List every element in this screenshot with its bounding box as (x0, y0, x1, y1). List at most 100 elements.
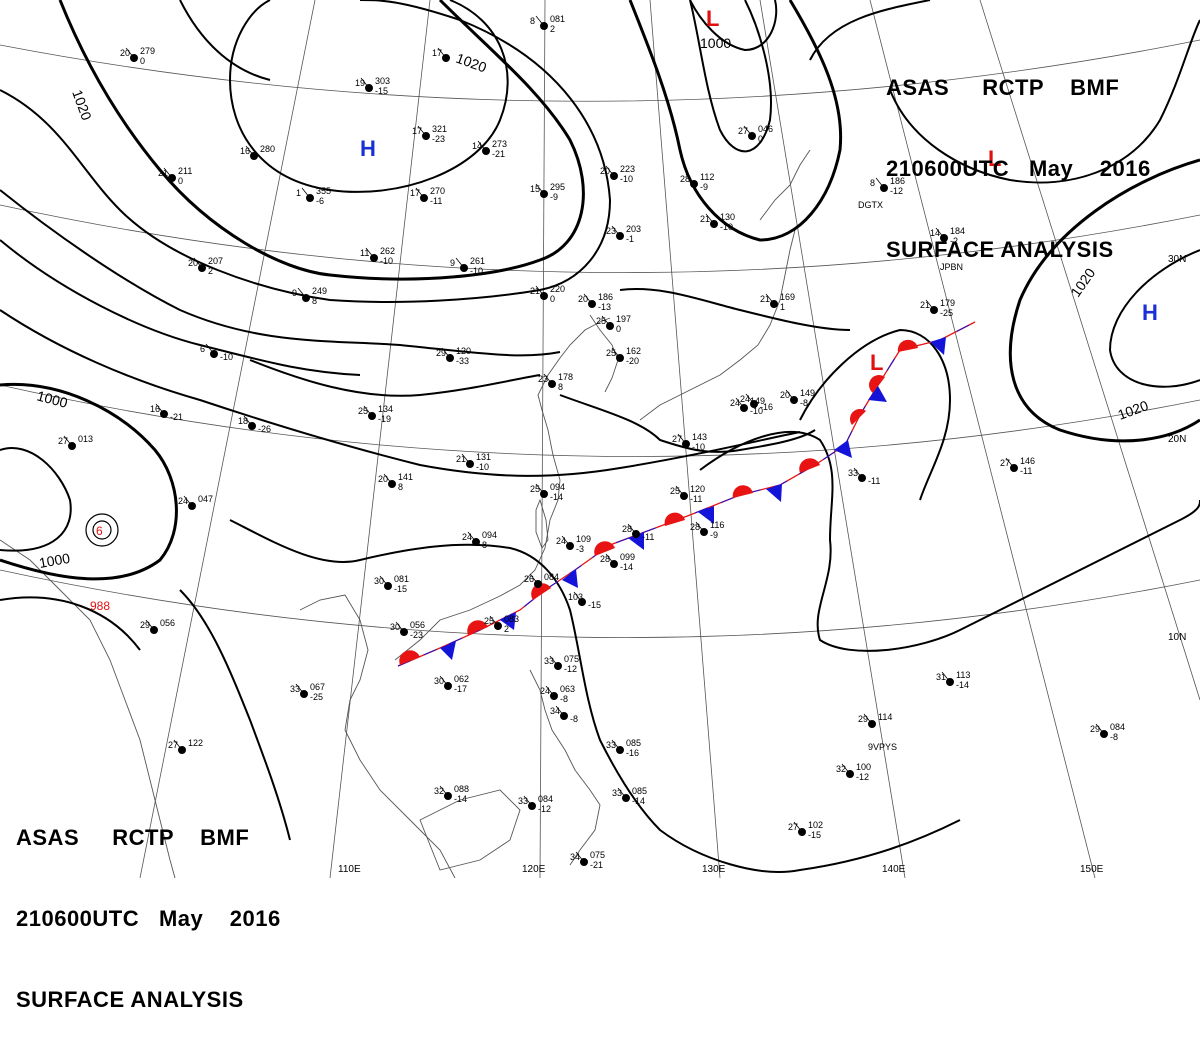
station-pressure-tendency: -8 (560, 694, 568, 704)
coastline-india (0, 539, 176, 878)
station-temperature: 20 (780, 390, 790, 400)
station-plot: 17 (432, 47, 450, 62)
station-pressure: 270 (430, 186, 445, 196)
wind-barb (155, 403, 165, 415)
station-temperature: 18 (238, 416, 248, 426)
station-pressure-tendency: -10 (380, 256, 393, 266)
year: 2016 (229, 906, 281, 931)
isobar-line (628, 0, 843, 242)
coastline-philippines (529, 669, 601, 866)
station-pressure: 184 (950, 226, 965, 236)
station-temperature: 24 (730, 398, 740, 408)
station-id: JPBN (940, 262, 963, 272)
station-temperature: 29 (858, 714, 868, 724)
wind-barb (437, 47, 447, 59)
station-temperature: 16 (150, 404, 160, 414)
wind-barb (535, 285, 545, 297)
wind-barb (935, 227, 945, 239)
station-pressure: 149 (750, 396, 765, 406)
station-code: RCTP (112, 825, 174, 850)
station-pressure: 067 (310, 682, 325, 692)
wind-barb (605, 165, 615, 177)
wind-barb (145, 619, 155, 631)
station-plot: 18 -26 (238, 415, 271, 434)
isobar-line (179, 0, 271, 81)
cold-front-symbols (440, 337, 946, 660)
station-plot: 27 013 (58, 434, 93, 450)
coastline-japan (639, 229, 796, 421)
station-pressure-tendency: 8 (398, 482, 403, 492)
station-plot: 20 149-8 (780, 388, 815, 408)
wind-barb (63, 435, 73, 447)
station-temperature: 25 (530, 484, 540, 494)
station-temperature: 25 (670, 486, 680, 496)
station-plot: 21 130-10 (700, 212, 735, 232)
station-plot: 25 120-11 (670, 484, 705, 504)
wind-barb (529, 573, 539, 585)
chart-title-top: ASAS RCTP BMF 210600UTC May 2016 SURFACE… (886, 20, 1151, 290)
wind-barb (535, 483, 545, 495)
station-pressure: 102 (808, 820, 823, 830)
station-pressure-tendency: 2 (504, 624, 509, 634)
agency-code: BMF (1070, 75, 1120, 100)
station-plot: 25 094-14 (530, 482, 565, 502)
station-temperature: 28 (680, 174, 690, 184)
parallel-line (0, 204, 1200, 273)
title-line-3: SURFACE ANALYSIS (16, 986, 281, 1013)
station-pressure-tendency: -11 (690, 494, 702, 504)
wind-barb (395, 621, 405, 633)
station-plot: 27 122 (168, 738, 203, 754)
station-id-labels: DGTX JPBN 9VPYS (858, 200, 963, 752)
isobar-line (0, 447, 72, 552)
station-pressure-tendency: -25 (310, 692, 323, 702)
meridian-line (869, 0, 1096, 878)
station-plot: 27 146-11 (1000, 456, 1035, 476)
station-pressure: 207 (208, 256, 223, 266)
isobar-line (229, 519, 961, 873)
station-pressure: 262 (380, 246, 395, 256)
station-pressure-tendency: -14 (632, 796, 645, 806)
station-pressure-tendency: -10 (692, 442, 705, 452)
station-pressure-tendency: -14 (550, 492, 563, 502)
station-temperature: 8 (530, 16, 535, 26)
station-pressure-tendency: -10 (220, 352, 233, 362)
station-plot: 14 184-2 (930, 226, 965, 246)
station-temperature: 14 (472, 141, 482, 151)
station-temperature: 21 (456, 454, 466, 464)
station-plot: 11 262-10 (360, 246, 395, 266)
station-temperature: 103 (568, 592, 583, 602)
station-plot: 17 270-11 (410, 186, 445, 206)
station-temperature: 24 (178, 496, 188, 506)
station-temperature: 25 (606, 348, 616, 358)
station-pressure-tendency: -13 (598, 302, 611, 312)
station-pressure-tendency: -12 (890, 186, 903, 196)
station-plot: 33 085-16 (606, 738, 641, 758)
station-temperature: 28 (690, 522, 700, 532)
station-pressure: 179 (940, 298, 955, 308)
station-temperature: 24 (462, 532, 472, 542)
station-temperature: 17 (432, 48, 442, 58)
title-line-2: 210600UTC May 2016 (16, 905, 281, 932)
coastline-taiwan (535, 498, 549, 549)
station-pressure: 303 (375, 76, 390, 86)
station-pressure: 146 (1020, 456, 1035, 466)
station-temperature: 27 (58, 436, 68, 446)
station-plot: 6 -10 (200, 343, 233, 362)
station-pressure: 130 (720, 212, 735, 222)
station-plot: 31 113-14 (936, 670, 970, 690)
station-temperature: 28 (600, 554, 610, 564)
station-pressure: 186 (890, 176, 905, 186)
station-pressure: 279 (140, 46, 155, 56)
datetime: 210600UTC (886, 156, 1010, 181)
station-pressure-tendency: -9 (550, 192, 558, 202)
station-plot: 21 179-25 (920, 298, 955, 318)
station-pressure: 084 (544, 572, 559, 582)
station-pressure: 134 (378, 404, 393, 414)
wind-barb (193, 257, 203, 269)
wind-barb (243, 415, 253, 427)
parallel-line (0, 569, 1200, 638)
station-pressure: 094 (482, 530, 497, 540)
wind-barb (363, 405, 373, 417)
station-pressure: 085 (626, 738, 641, 748)
